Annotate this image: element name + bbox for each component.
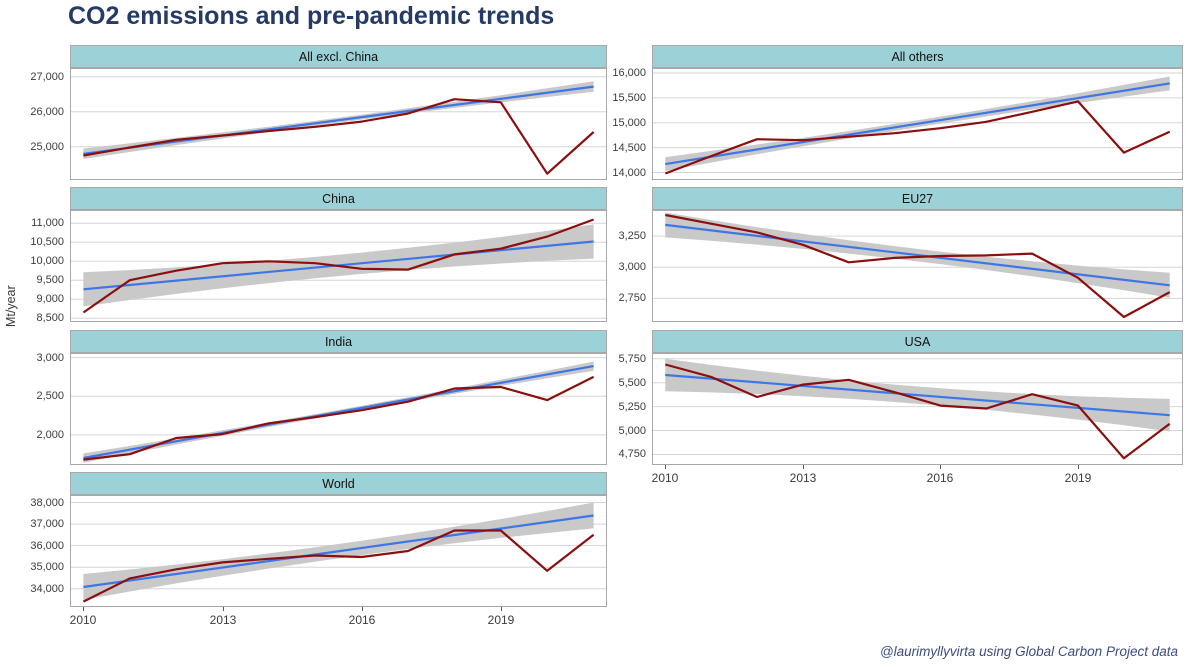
x-tick-mark xyxy=(940,465,941,469)
panel-border xyxy=(652,210,1183,322)
panel-border xyxy=(652,353,1183,465)
x-tick-label: 2010 xyxy=(69,613,97,627)
actual-line xyxy=(665,213,1171,319)
y-tick-label: 5,000 xyxy=(618,425,646,437)
facet-india: India 2,000 2,500 3,000 xyxy=(20,330,607,489)
actual-line xyxy=(665,363,1171,460)
y-tick-label: 2,750 xyxy=(618,292,646,304)
x-tick-mark xyxy=(1078,465,1079,469)
y-tick-label: 10,000 xyxy=(30,255,64,267)
facet-title: EU27 xyxy=(652,187,1183,210)
facet-title: USA xyxy=(652,330,1183,353)
y-tick-label: 38,000 xyxy=(30,497,64,509)
x-tick-label: 2010 xyxy=(651,471,679,485)
x-tick-mark xyxy=(665,465,666,469)
facet-eu27: EU27 2,750 3,000 3,250 xyxy=(598,187,1183,346)
y-tick-label: 2,500 xyxy=(36,390,64,402)
y-tick-label: 35,000 xyxy=(30,561,64,573)
y-tick-label: 15,000 xyxy=(612,117,646,129)
y-tick-label: 27,000 xyxy=(30,71,64,83)
y-tick-label: 5,750 xyxy=(618,353,646,365)
panel-border xyxy=(70,353,607,465)
y-tick-label: 16,000 xyxy=(612,67,646,79)
plot-area xyxy=(70,353,607,465)
x-tick-mark xyxy=(223,607,224,611)
plot-area xyxy=(70,495,607,607)
x-tick-label: 2016 xyxy=(348,613,376,627)
actual-line xyxy=(83,375,595,461)
y-tick-label: 26,000 xyxy=(30,106,64,118)
trend-line xyxy=(83,365,594,460)
footer-credit: @laurimyllyvirta using Global Carbon Pro… xyxy=(879,644,1178,659)
facet-title: India xyxy=(70,330,607,353)
facet-all-others: All others 14,000 14,500 15,000 15,500 16,000 xyxy=(598,45,1183,204)
facet-world: World 34,000 35,000 36,000 37,000 38,000 2010 2… xyxy=(20,472,607,631)
facet-china: China 8,500 9,000 9,500 10,000 10,500 11,000 xyxy=(20,187,607,346)
plot-area xyxy=(70,210,607,322)
y-tick-label: 34,000 xyxy=(30,583,64,595)
x-tick-label: 2013 xyxy=(789,471,817,485)
trend-line xyxy=(83,85,594,155)
facet-title: World xyxy=(70,472,607,495)
facet-title: China xyxy=(70,187,607,210)
x-tick-mark xyxy=(501,607,502,611)
y-tick-label: 5,250 xyxy=(618,401,646,413)
y-tick-label: 11,000 xyxy=(31,217,64,229)
y-tick-label: 15,500 xyxy=(612,92,646,104)
x-tick-mark xyxy=(83,607,84,611)
x-tick-label: 2019 xyxy=(487,613,515,627)
facet-usa: USA 4,750 5,000 5,250 5,500 5,750 2010 2013 2016… xyxy=(598,330,1183,489)
y-tick-label: 3,000 xyxy=(36,352,64,364)
facet-all-excl-china: All excl. China 25,000 26,000 27,000 xyxy=(20,45,607,204)
y-tick-label: 3,250 xyxy=(618,230,646,242)
x-tick-label: 2013 xyxy=(209,613,237,627)
facet-title: All others xyxy=(652,45,1183,68)
panel-border xyxy=(70,495,607,607)
y-tick-label: 37,000 xyxy=(30,518,64,530)
plot-area xyxy=(70,68,607,180)
y-tick-label: 14,500 xyxy=(612,142,646,154)
x-tick-mark xyxy=(803,465,804,469)
actual-line xyxy=(82,529,595,603)
panel-border xyxy=(652,68,1183,180)
y-tick-label: 8,500 xyxy=(36,312,64,324)
y-tick-label: 3,000 xyxy=(618,261,646,273)
y-tick-label: 9,500 xyxy=(36,274,64,286)
y-tick-label: 9,000 xyxy=(36,293,64,305)
y-tick-label: 5,500 xyxy=(618,377,646,389)
x-tick-label: 2016 xyxy=(926,471,954,485)
y-tick-label: 4,750 xyxy=(618,448,646,460)
trend-line xyxy=(665,223,1170,287)
plot-area xyxy=(652,353,1183,465)
y-tick-label: 2,000 xyxy=(36,429,64,441)
trend-line xyxy=(665,373,1170,417)
actual-line xyxy=(83,98,595,175)
trend-line xyxy=(665,82,1170,166)
page-title: CO2 emissions and pre-pandemic trends xyxy=(68,2,555,30)
y-tick-label: 14,000 xyxy=(612,167,646,179)
x-tick-mark xyxy=(362,607,363,611)
y-tick-label: 10,500 xyxy=(30,236,64,248)
y-tick-label: 36,000 xyxy=(30,540,64,552)
x-tick-label: 2019 xyxy=(1064,471,1092,485)
y-tick-label: 25,000 xyxy=(30,141,64,153)
panel-border xyxy=(70,210,607,322)
actual-line xyxy=(664,100,1171,175)
trend-line xyxy=(83,514,594,589)
plot-area xyxy=(652,68,1183,180)
actual-line xyxy=(82,218,594,314)
facet-title: All excl. China xyxy=(70,45,607,68)
plot-area xyxy=(652,210,1183,322)
y-axis-label: Mt/year xyxy=(4,285,18,327)
panel-border xyxy=(70,68,607,180)
